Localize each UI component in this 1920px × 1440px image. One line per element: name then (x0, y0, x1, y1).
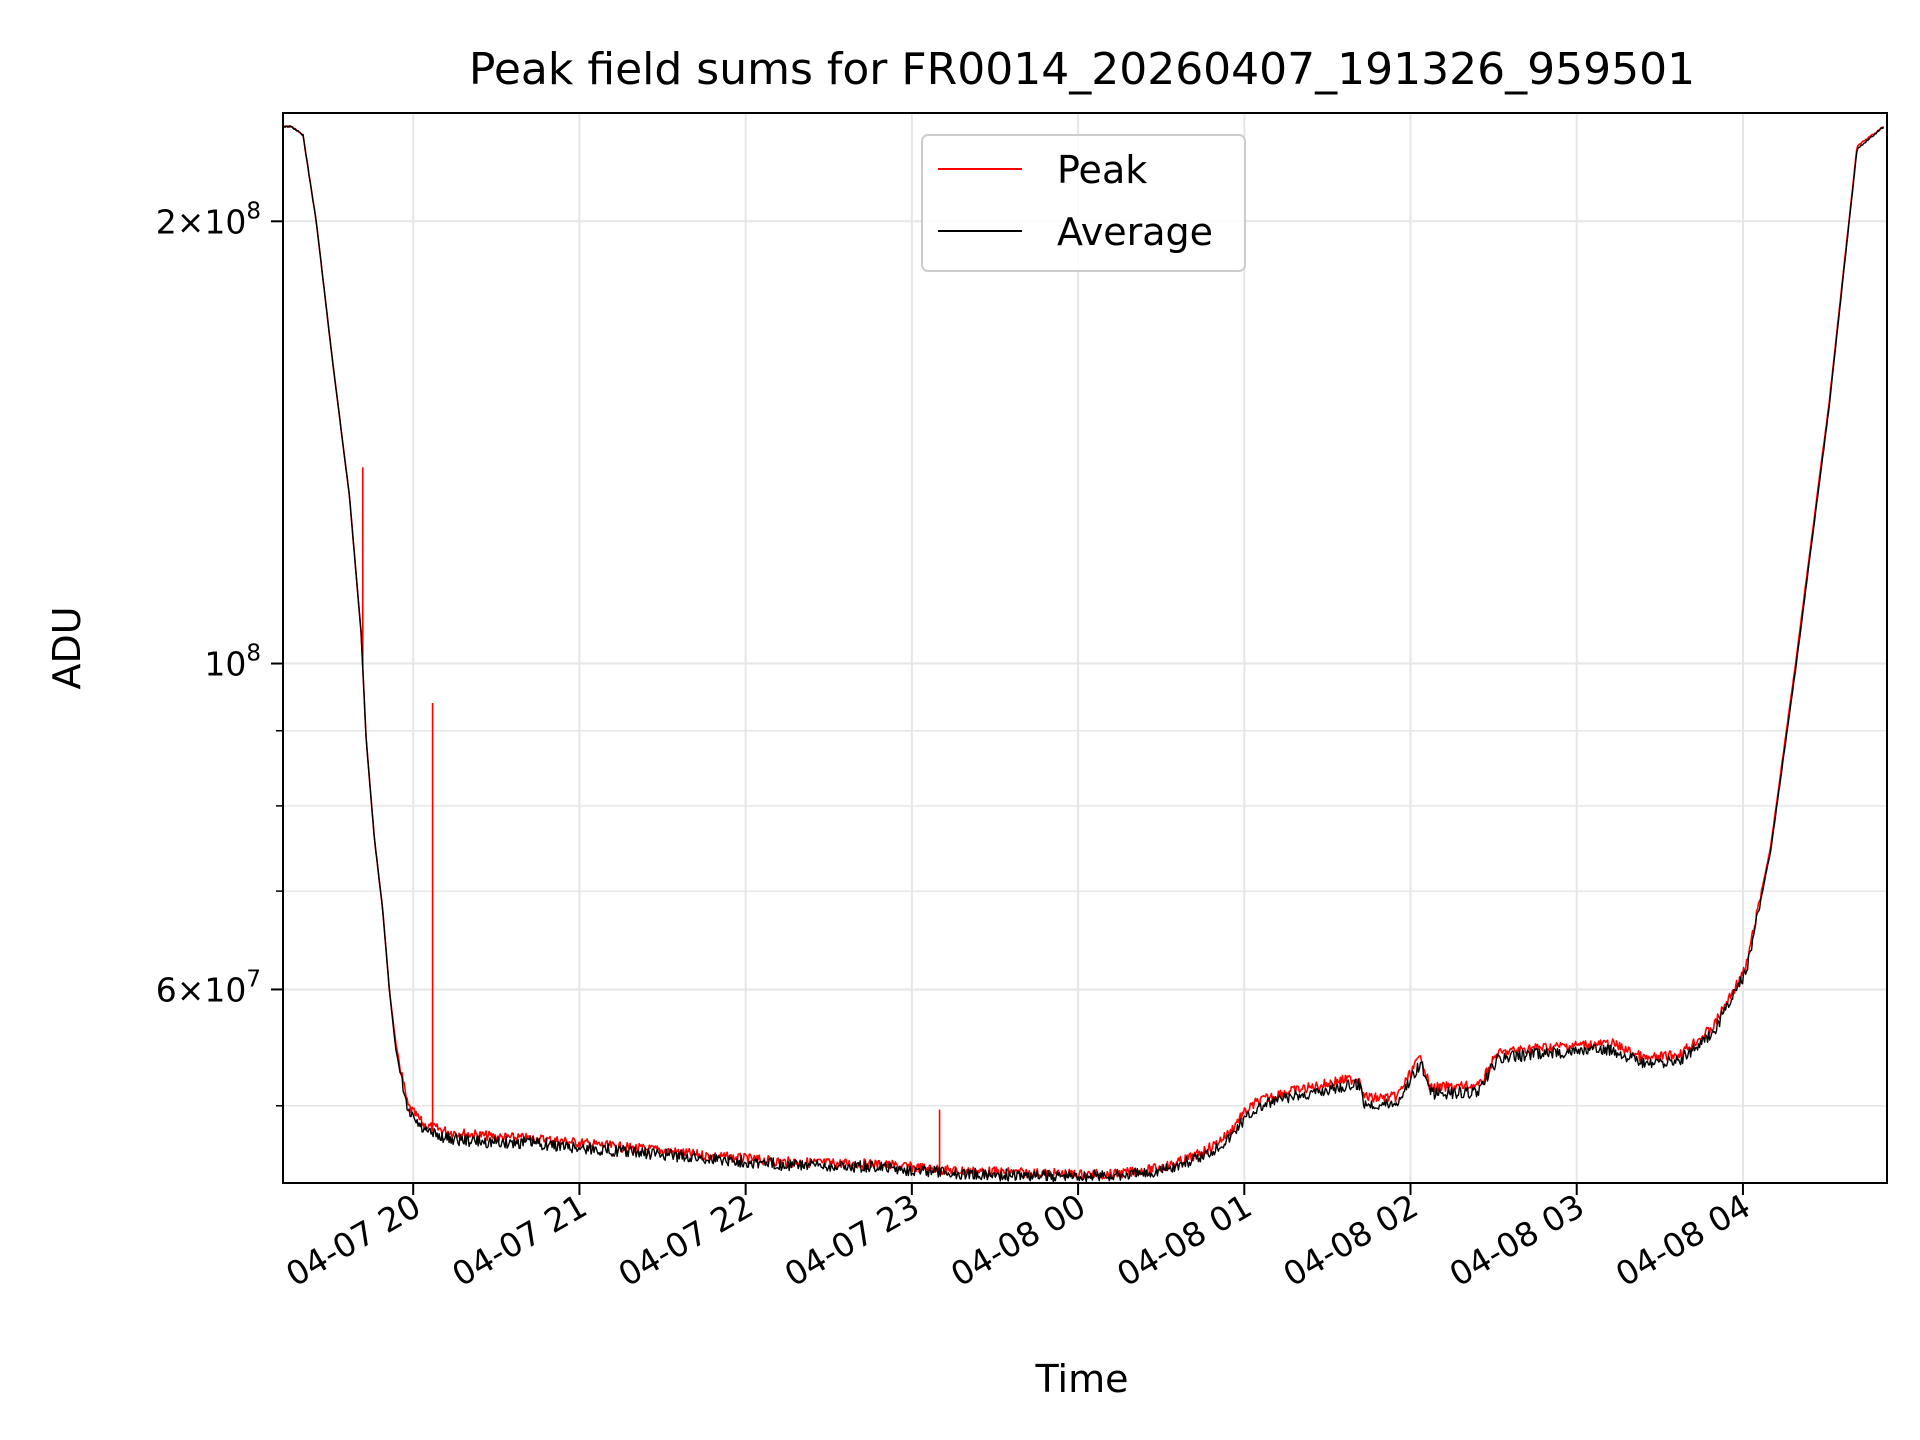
plot-area-frame (282, 112, 1888, 1184)
y-tick-label: 108 (204, 641, 261, 684)
y-tick-exponent: 7 (246, 966, 261, 992)
y-tick-base: 2 (156, 202, 177, 241)
legend: Peak Average (921, 134, 1246, 272)
y-tick-times: × (177, 202, 205, 241)
y-tick-label: 2×108 (156, 198, 261, 241)
y-tick-exponent: 8 (246, 198, 261, 224)
legend-label-average: Average (1057, 210, 1213, 254)
chart-title: Peak field sums for FR0014_20260407_1913… (469, 44, 1695, 95)
series-layer (282, 125, 1885, 1183)
x-axis-label: Time (1035, 1357, 1129, 1401)
series-line-average (282, 125, 1885, 1183)
y-tick-label: 6×107 (156, 966, 261, 1009)
y-tick-ten: 10 (204, 202, 246, 241)
y-tick-base: 6 (156, 970, 177, 1009)
legend-label-peak: Peak (1057, 148, 1147, 192)
y-tick-ten: 10 (204, 645, 246, 684)
y-tick-times: × (177, 970, 205, 1009)
y-tick-exponent: 8 (246, 641, 261, 667)
y-axis-label: ADU (45, 606, 89, 689)
y-tick-ten: 10 (204, 970, 246, 1009)
